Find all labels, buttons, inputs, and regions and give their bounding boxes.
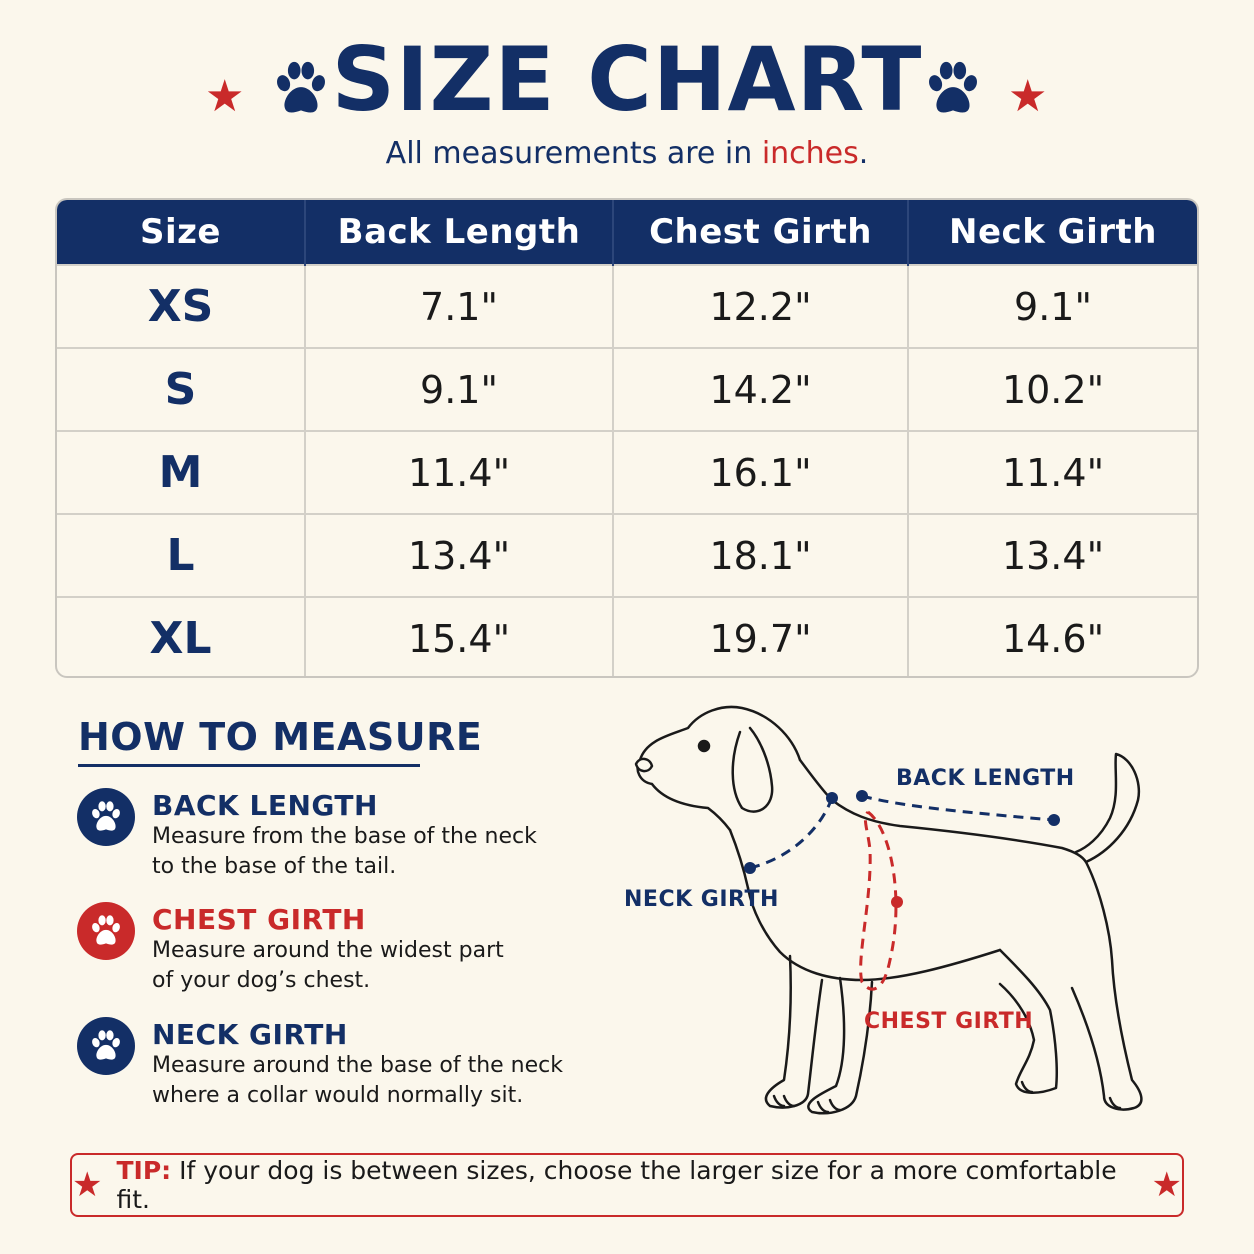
- subtitle-unit: inches: [761, 136, 859, 171]
- tip-text: If your dog is between sizes, choose the…: [116, 1156, 1117, 1214]
- star-icon: ★: [72, 1165, 103, 1205]
- neck-girth-dot: [826, 792, 838, 804]
- neck-girth-title: NECK GIRTH: [152, 1018, 348, 1051]
- star-icon-left: ★: [205, 71, 245, 122]
- description-line: where a collar would normally sit.: [152, 1083, 524, 1108]
- chest-girth-cell: 16.1": [613, 430, 909, 514]
- page-title: SIZE CHART: [331, 28, 923, 131]
- neck-girth-cell: 11.4": [908, 430, 1197, 514]
- paw-icon: [77, 902, 135, 960]
- paw-icon: [77, 788, 135, 846]
- chest-girth-title: CHEST GIRTH: [152, 903, 366, 936]
- subtitle-suffix: .: [858, 136, 869, 171]
- neck-girth-cell: 9.1": [908, 264, 1197, 348]
- neck-girth-cell: 10.2": [908, 347, 1197, 431]
- diagram-label-neck-girth: NECK GIRTH: [624, 887, 779, 912]
- page-subtitle: All measurements are in inches.: [0, 134, 1254, 174]
- chest-girth-dot: [891, 896, 903, 908]
- dog-outline: [634, 705, 1143, 1115]
- description-line: Measure around the widest part: [152, 938, 504, 963]
- column-header-chest-girth: Chest Girth: [613, 200, 909, 265]
- back-length-cell: 9.1": [305, 347, 614, 431]
- table-row: S 9.1" 14.2" 10.2": [57, 347, 1197, 431]
- neck-girth-description: Measure around the base of the neck wher…: [152, 1051, 592, 1111]
- chest-girth-line: [859, 810, 898, 991]
- table-header-row: Size Back Length Chest Girth Neck Girth: [57, 200, 1197, 265]
- description-line: Measure around the base of the neck: [152, 1053, 563, 1078]
- column-header-neck-girth: Neck Girth: [908, 200, 1197, 265]
- size-cell: XS: [57, 264, 306, 348]
- how-to-measure-heading: HOW TO MEASURE: [78, 715, 483, 759]
- chest-girth-cell: 12.2": [613, 264, 909, 348]
- size-cell: S: [57, 347, 306, 431]
- neck-girth-dot: [744, 862, 756, 874]
- chest-girth-description: Measure around the widest part of your d…: [152, 936, 592, 996]
- description-line: Measure from the base of the neck: [152, 824, 537, 849]
- neck-girth-cell: 13.4": [908, 513, 1197, 597]
- paw-icon: [77, 1017, 135, 1075]
- back-length-description: Measure from the base of the neck to the…: [152, 822, 592, 882]
- diagram-label-chest-girth: CHEST GIRTH: [864, 1009, 1034, 1034]
- back-length-title: BACK LENGTH: [152, 789, 378, 822]
- subtitle-prefix: All measurements are in: [385, 136, 762, 171]
- star-icon-right: ★: [1008, 71, 1048, 122]
- back-length-end-dot: [1048, 814, 1060, 826]
- size-cell: XL: [57, 596, 306, 676]
- size-table: Size Back Length Chest Girth Neck Girth …: [55, 198, 1199, 678]
- size-cell: M: [57, 430, 306, 514]
- paw-icon-left: [270, 58, 332, 124]
- back-length-start-dot: [856, 790, 868, 802]
- table-row: XL 15.4" 19.7" 14.6": [57, 596, 1197, 676]
- table-row: XS 7.1" 12.2" 9.1": [57, 264, 1197, 348]
- star-icon: ★: [1151, 1165, 1182, 1205]
- diagram-label-back-length: BACK LENGTH: [896, 766, 1075, 791]
- back-length-cell: 15.4": [305, 596, 614, 676]
- tip-label: TIP:: [116, 1156, 172, 1185]
- dog-measurement-diagram: [634, 705, 1143, 1115]
- paw-icon-right: [922, 58, 984, 124]
- table-row: L 13.4" 18.1" 13.4": [57, 513, 1197, 597]
- description-line: of your dog’s chest.: [152, 968, 371, 993]
- chest-girth-cell: 19.7": [613, 596, 909, 676]
- neck-girth-line: [749, 797, 834, 870]
- heading-underline: [78, 764, 420, 767]
- chest-girth-cell: 18.1": [613, 513, 909, 597]
- tip-box: ★ TIP: If your dog is between sizes, cho…: [70, 1153, 1184, 1217]
- tip-content: TIP: If your dog is between sizes, choos…: [116, 1156, 1137, 1214]
- size-cell: L: [57, 513, 306, 597]
- back-length-cell: 11.4": [305, 430, 614, 514]
- column-header-back-length: Back Length: [305, 200, 614, 265]
- chest-girth-cell: 14.2": [613, 347, 909, 431]
- description-line: to the base of the tail.: [152, 854, 397, 879]
- column-header-size: Size: [57, 200, 306, 265]
- neck-girth-cell: 14.6": [908, 596, 1197, 676]
- back-length-line: [861, 794, 1055, 822]
- table-row: M 11.4" 16.1" 11.4": [57, 430, 1197, 514]
- back-length-cell: 13.4": [305, 513, 614, 597]
- back-length-cell: 7.1": [305, 264, 614, 348]
